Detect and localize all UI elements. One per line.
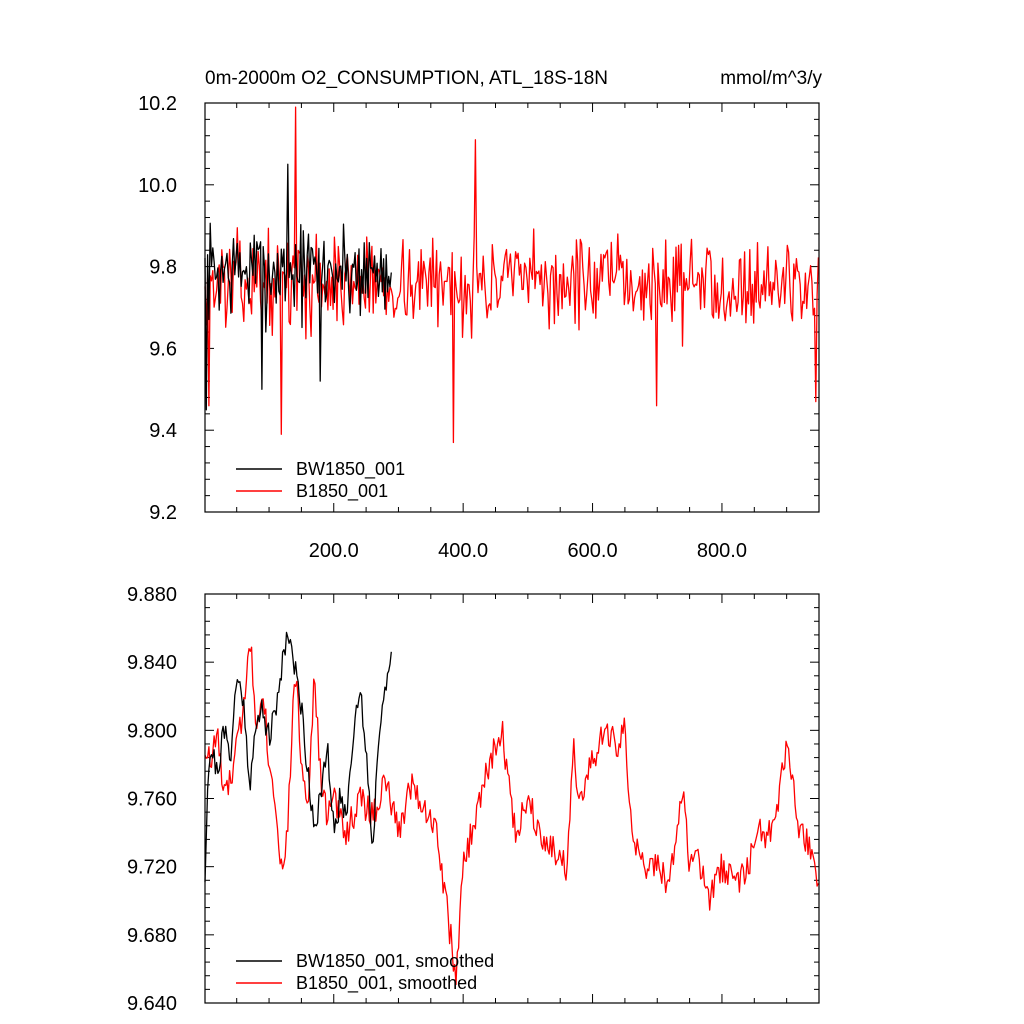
series-line-b1850-001-smoothed [204,646,819,986]
x-tick-label: 200.0 [309,540,359,562]
y-tick-label: 9.680 [127,925,177,947]
y-tick-label: 9.800 [127,720,177,742]
y-tick-label: 9.880 [127,584,177,606]
bottom-y-tick-labels: 9.640 9.680 9.720 9.760 9.800 9.840 9.880 [127,584,177,1015]
top-series-group [204,106,820,444]
y-tick-label: 9.8 [149,257,177,279]
chart-title: 0m-2000m O2_CONSUMPTION, ATL_18S-18N [205,68,608,89]
top-y-tick-labels: 9.2 9.4 9.6 9.8 10.0 10.2 [138,93,177,524]
series-line-bw1850-001-smoothed [204,631,392,883]
x-tick-label: 600.0 [568,540,618,562]
series-line-bw1850-001 [204,163,392,411]
top-plot-frame [204,102,820,513]
y-tick-label: 9.760 [127,789,177,811]
y-tick-label: 9.720 [127,857,177,879]
legend-label-bw1850-smoothed: BW1850_001, smoothed [296,951,494,972]
y-tick-label: 9.4 [149,420,177,442]
legend-label-bw1850: BW1850_001 [296,459,405,480]
top-x-tick-labels: 200.0 400.0 600.0 800.0 [309,540,747,562]
top-legend: BW1850_001 B1850_001 [236,459,405,502]
units-label: mmol/m^3/y [720,68,822,89]
bottom-axis-ticks [205,593,819,1004]
y-tick-label: 9.2 [149,502,177,524]
bottom-plot-frame [204,593,820,1004]
legend-label-b1850: B1850_001 [296,481,388,502]
y-tick-label: 9.6 [149,338,177,360]
x-tick-label: 400.0 [438,540,488,562]
x-tick-label: 800.0 [697,540,747,562]
bottom-panel: 9.640 9.680 9.720 9.760 9.800 9.840 9.880 BW18… [127,584,820,1015]
y-tick-label: 10.0 [138,175,177,197]
legend-label-b1850-smoothed: B1850_001, smoothed [296,973,477,994]
y-tick-label: 9.840 [127,652,177,674]
y-tick-label: 10.2 [138,93,177,115]
y-tick-label: 9.640 [127,993,177,1015]
bottom-legend: BW1850_001, smoothed B1850_001, smoothed [236,951,494,994]
bottom-series-group [204,631,819,986]
top-panel: 0m-2000m O2_CONSUMPTION, ATL_18S-18N mmo… [138,68,822,562]
